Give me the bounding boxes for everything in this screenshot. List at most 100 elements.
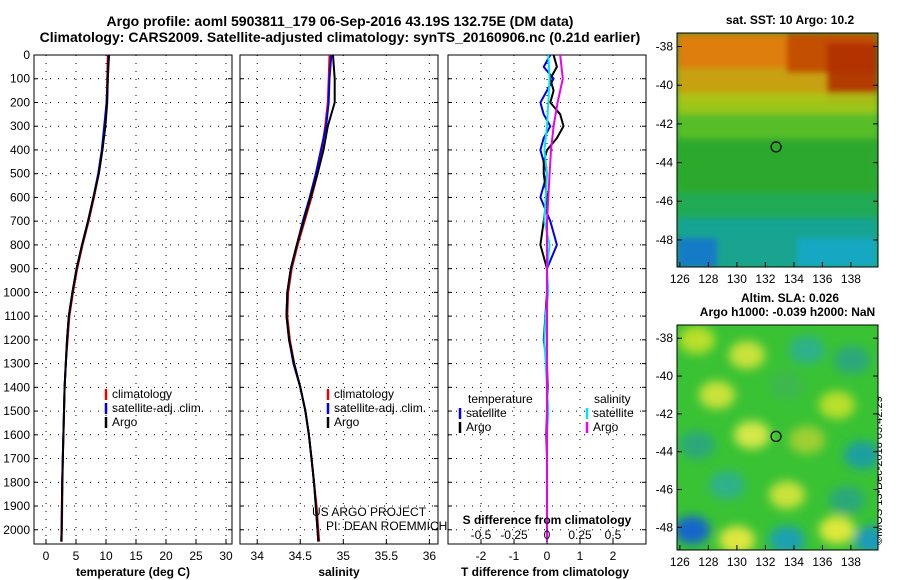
sla-region [677, 516, 710, 544]
s-tick-label: -0.25 [500, 528, 528, 542]
s-tick-label: 0.5 [605, 528, 622, 542]
map-y-tick-label: -42 [656, 407, 674, 421]
y-tick-label: 1000 [3, 285, 30, 299]
y-tick-label: 1500 [3, 404, 30, 418]
panel-difference: -2 -1 0 1 2 T difference from climatology temp… [447, 54, 647, 579]
sla-region [789, 336, 825, 364]
y-tick-label: 0 [23, 48, 30, 62]
sla-region [699, 381, 735, 409]
y-tick-label: 1700 [3, 452, 30, 466]
x-tick-label: 35 [337, 549, 351, 563]
y-tick-label: 800 [10, 238, 30, 252]
project-annotation: US ARGO PROJECT [312, 505, 427, 519]
legend-title-temperature: temperature [468, 392, 533, 406]
map-y-tick-label: -48 [656, 233, 674, 247]
y-tick-label: 100 [10, 72, 30, 86]
panel-frame [239, 54, 439, 545]
s-tick-label: 0 [544, 528, 551, 542]
series-line-argo [60, 54, 110, 542]
series-line-satellite-adj-clim- [60, 54, 110, 542]
title-line-1: Argo profile: aoml 5903811_179 06-Sep-20… [106, 13, 574, 29]
map-y-tick-label: -46 [656, 482, 674, 496]
profile-panels: 0 5 10 15 20 25 300100200300400500600700800900… [3, 48, 647, 579]
sst-map-title: sat. SST: 10 Argo: 10.2 [725, 13, 855, 27]
y-tick-label: 200 [10, 95, 30, 109]
panel-salinity: 34 34.5 35 35.5 36 salinity climatologysatelli… [239, 54, 447, 579]
map-x-tick-label: 136 [812, 555, 832, 569]
y-tick-label: 700 [10, 214, 30, 228]
x-axis-label: salinity [318, 565, 360, 579]
legend-label: satellite [466, 406, 507, 420]
legend-label: satellite [593, 406, 634, 420]
x-tick-label: 0 [43, 549, 50, 563]
sla-region [769, 481, 805, 509]
map-sla_map: 126 128 130 132 134 136 138 -38 -40 -42 -44 -46 -48 [656, 324, 879, 569]
x-tick-label: 20 [159, 549, 173, 563]
map-y-tick-label: -46 [656, 194, 674, 208]
sla-map-title-1: Altim. SLA: 0.026 [740, 291, 840, 305]
sla-region [709, 471, 745, 499]
x-tick-label: 30 [219, 549, 233, 563]
y-tick-label: 400 [10, 143, 30, 157]
sla-region [819, 391, 855, 419]
y-tick-label: 1900 [3, 499, 30, 513]
y-tick-label: 300 [10, 119, 30, 133]
y-tick-label: 1800 [3, 475, 30, 489]
title-line-2: Climatology: CARS2009. Satellite-adjuste… [39, 29, 641, 45]
s-tick-label: 0.25 [568, 528, 592, 542]
pi-annotation: PI: DEAN ROEMMICH [326, 519, 447, 533]
x-tick-label: 15 [129, 549, 143, 563]
map-x-tick-label: 130 [727, 272, 747, 286]
map-frame [676, 324, 879, 551]
x-tick-label: 2 [610, 549, 617, 563]
x-tick-label: 34 [251, 549, 265, 563]
map-sst_map: 126 128 130 132 134 136 138 -38 -40 -42 -44 -46 -48 [656, 32, 879, 286]
series-line-t-argo [539, 54, 565, 542]
map-y-tick-label: -38 [656, 331, 674, 345]
legend-label: satellite-adj. clim. [334, 401, 426, 415]
x-tick-label: 1 [577, 549, 584, 563]
legend-label: climatology [112, 387, 172, 401]
sla-region [719, 526, 755, 550]
map-x-tick-label: 138 [841, 555, 861, 569]
x-axis-label-salinity-diff: S difference from climatology [463, 513, 632, 527]
legend-label: satellite-adj. clim. [112, 401, 204, 415]
sla-region [769, 526, 805, 550]
x-tick-label: 36 [423, 549, 437, 563]
map-y-tick-label: -48 [656, 520, 674, 534]
map-x-tick-label: 126 [670, 272, 690, 286]
x-tick-label: 25 [189, 549, 203, 563]
sst-blobs [677, 33, 878, 267]
map-field [677, 33, 878, 267]
sla-region [854, 526, 878, 550]
panel-frame [33, 54, 233, 545]
sst-region [797, 238, 878, 267]
y-tick-label: 1400 [3, 380, 30, 394]
sst-region [677, 238, 717, 267]
legend-label: Argo [466, 420, 492, 434]
profile-location-marker [770, 141, 782, 153]
legend-title-salinity: salinity [594, 392, 631, 406]
map-x-tick-label: 134 [784, 555, 804, 569]
map-x-tick-label: 128 [698, 555, 718, 569]
x-axis-label: T difference from climatology [461, 565, 629, 579]
legend-label: Argo [112, 415, 138, 429]
x-tick-label: -1 [509, 549, 520, 563]
x-tick-label: 0 [544, 549, 551, 563]
sla-region [734, 421, 770, 449]
sla-region [789, 426, 825, 454]
sla-region [679, 431, 715, 459]
map-frame [676, 32, 879, 268]
s-tick-label: -0.5 [471, 528, 492, 542]
map-x-tick-label: 130 [727, 555, 747, 569]
map-x-tick-label: 134 [784, 272, 804, 286]
sla-region [729, 341, 765, 369]
map-x-tick-label: 132 [755, 555, 775, 569]
x-tick-label: 35.5 [375, 549, 399, 563]
map-x-tick-label: 132 [755, 272, 775, 286]
x-tick-label: -2 [476, 549, 487, 563]
y-tick-label: 1200 [3, 333, 30, 347]
map-x-tick-label: 136 [812, 272, 832, 286]
map-field [677, 325, 878, 550]
